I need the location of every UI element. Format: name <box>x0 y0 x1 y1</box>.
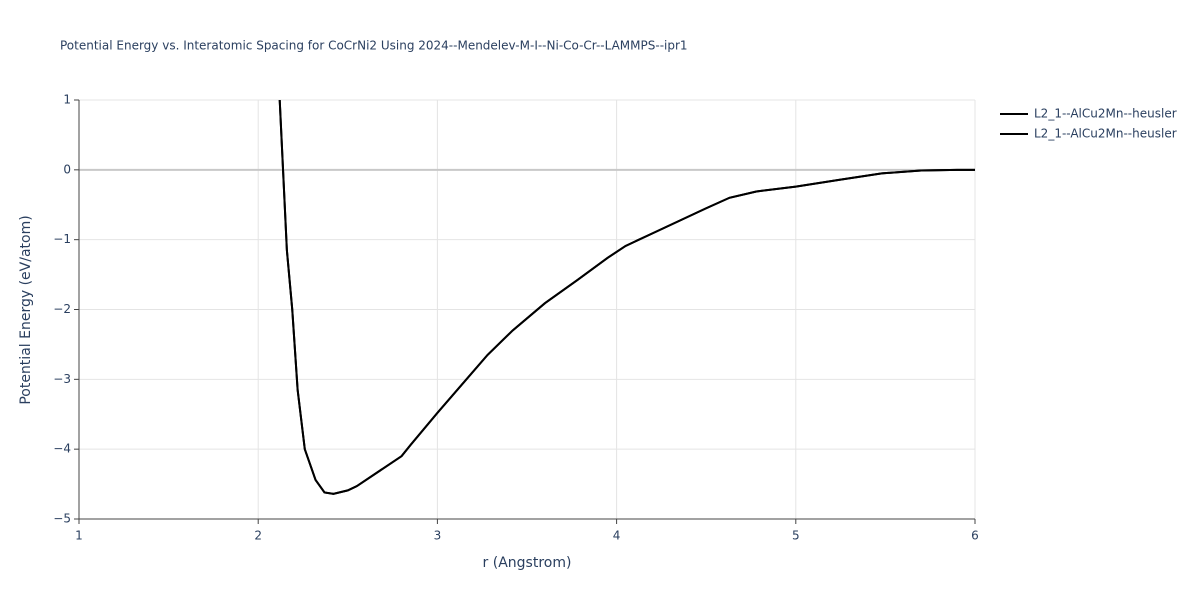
y-tick-label: −5 <box>53 512 71 526</box>
x-tick-label: 5 <box>792 529 800 543</box>
x-axis-label: r (Angstrom) <box>483 555 572 571</box>
legend-label: L2_1--AlCu2Mn--heusler <box>1034 127 1177 141</box>
x-tick-label: 1 <box>75 529 83 543</box>
y-axis-label: Potential Energy (eV/atom) <box>18 215 34 404</box>
y-tick-label: −4 <box>53 442 71 456</box>
chart-title: Potential Energy vs. Interatomic Spacing… <box>60 39 688 53</box>
line <box>278 100 975 495</box>
y-tick-label: −2 <box>53 302 71 316</box>
y-tick-label: −3 <box>53 372 71 386</box>
y-tick-label: 1 <box>63 93 71 107</box>
x-tick-label: 3 <box>434 529 442 543</box>
line <box>278 100 975 495</box>
legend-label: L2_1--AlCu2Mn--heusler <box>1034 107 1177 121</box>
x-tick-label: 4 <box>613 529 621 543</box>
y-tick-label: −1 <box>53 232 71 246</box>
x-tick-label: 6 <box>971 529 979 543</box>
x-tick-label: 2 <box>254 529 262 543</box>
y-tick-label: 0 <box>63 162 71 176</box>
